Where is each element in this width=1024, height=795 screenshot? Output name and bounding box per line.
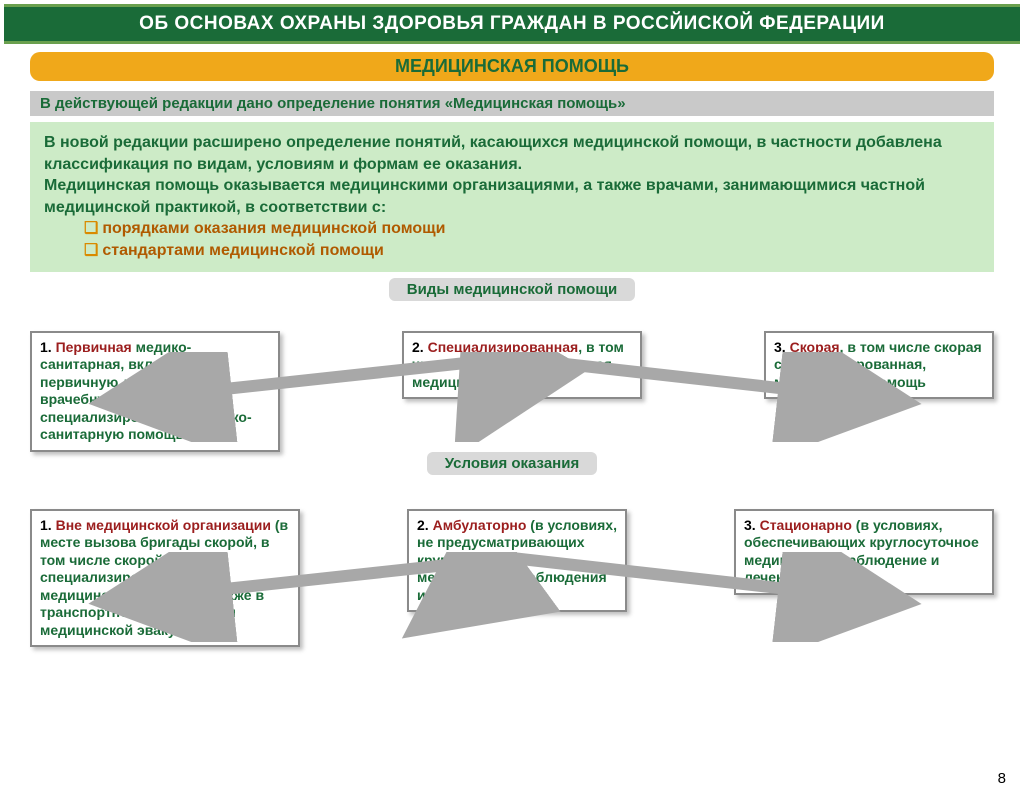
page-header: ОБ ОСНОВАХ ОХРАНЫ ЗДОРОВЬЯ ГРАЖДАН В РОС… [4, 4, 1020, 44]
type-card-1: 1. Первичная медико-санитарная, включает… [30, 331, 280, 452]
type-card-2: 2. Специализированная, в том числе высок… [402, 331, 642, 400]
section-types-label: Виды медицинской помощи [389, 278, 635, 301]
info-box: В новой редакции расширено определение п… [30, 122, 994, 272]
page-number: 8 [998, 770, 1006, 787]
conditions-row: 1. Вне медицинской организации (в месте … [0, 509, 1024, 648]
subheader: МЕДИЦИНСКАЯ ПОМОЩЬ [30, 52, 994, 81]
condition-card-2: 2. Амбулаторно (в условиях, не предусмат… [407, 509, 627, 613]
condition-card-1: 1. Вне медицинской организации (в месте … [30, 509, 300, 648]
types-row: 1. Первичная медико-санитарная, включает… [0, 331, 1024, 452]
info-bullet: ❑стандартами медицинской помощи [84, 240, 980, 262]
section-conditions-label: Условия оказания [427, 452, 597, 475]
info-paragraph: В новой редакции расширено определение п… [44, 132, 980, 218]
definition-bar: В действующей редакции дано определение … [30, 91, 994, 116]
info-bullet: ❑порядками оказания медицинской помощи [84, 218, 980, 240]
condition-card-3: 3. Стационарно (в условиях, обеспечивающ… [734, 509, 994, 595]
type-card-3: 3. Скорая, в том числе скорая специализи… [764, 331, 994, 400]
